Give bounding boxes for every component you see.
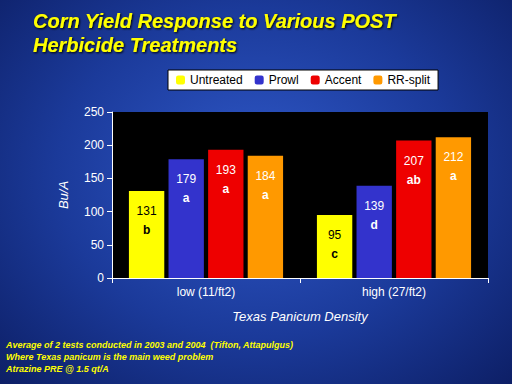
svg-text:131: 131 <box>137 204 157 218</box>
svg-text:193: 193 <box>216 163 236 177</box>
svg-text:207: 207 <box>404 154 424 168</box>
svg-text:high (27/ft2): high (27/ft2) <box>362 285 426 299</box>
svg-text:Texas Panicum Density: Texas Panicum Density <box>232 309 369 324</box>
svg-text:150: 150 <box>84 171 104 185</box>
svg-text:200: 200 <box>84 138 104 152</box>
svg-text:ab: ab <box>407 173 421 187</box>
svg-text:a: a <box>450 169 457 183</box>
svg-text:212: 212 <box>443 150 463 164</box>
svg-text:Bu/A: Bu/A <box>56 181 71 209</box>
svg-text:Accent: Accent <box>325 73 362 87</box>
svg-text:179: 179 <box>176 172 196 186</box>
svg-text:184: 184 <box>255 169 275 183</box>
svg-text:b: b <box>143 223 150 237</box>
svg-text:0: 0 <box>97 271 104 285</box>
svg-text:a: a <box>183 191 190 205</box>
svg-text:139: 139 <box>364 199 384 213</box>
svg-text:a: a <box>222 182 229 196</box>
svg-text:RR-split: RR-split <box>387 73 430 87</box>
svg-text:a: a <box>262 188 269 202</box>
svg-text:Atrazine PRE @ 1.5 qt/A: Atrazine PRE @ 1.5 qt/A <box>5 364 109 374</box>
svg-text:Untreated: Untreated <box>190 73 243 87</box>
svg-text:Average of 2 tests conducted i: Average of 2 tests conducted in 2003 and… <box>5 340 293 350</box>
svg-text:Herbicide Treatments: Herbicide Treatments <box>33 34 237 56</box>
svg-text:d: d <box>371 218 378 232</box>
svg-text:Corn Yield Response to Various: Corn Yield Response to Various POST <box>33 10 401 32</box>
svg-text:100: 100 <box>84 205 104 219</box>
svg-text:Where Texas panicum is the mai: Where Texas panicum is the main weed pro… <box>6 352 213 362</box>
svg-text:Prowl: Prowl <box>269 73 299 87</box>
svg-text:250: 250 <box>84 105 104 119</box>
svg-text:95: 95 <box>328 228 342 242</box>
svg-text:50: 50 <box>91 238 105 252</box>
svg-text:low (11/ft2): low (11/ft2) <box>177 285 235 299</box>
svg-text:c: c <box>331 247 338 261</box>
